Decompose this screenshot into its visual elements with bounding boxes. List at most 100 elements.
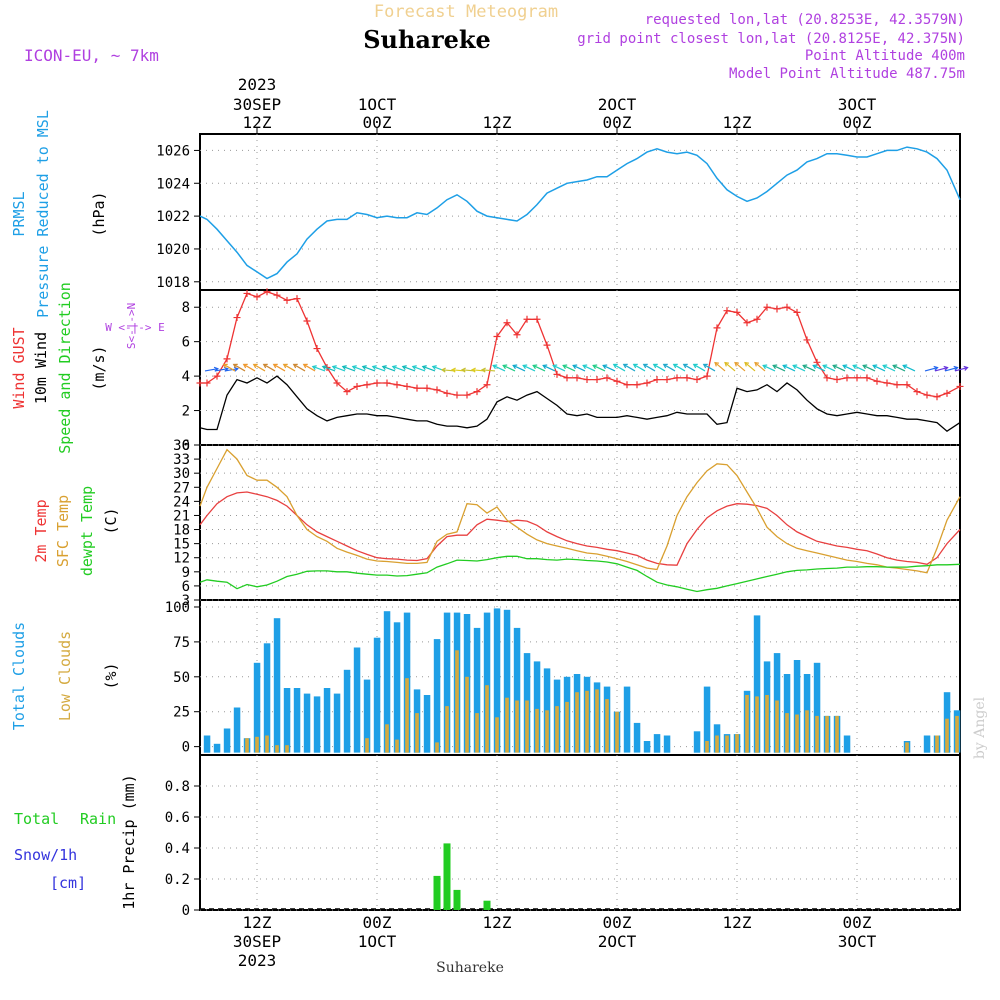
wind-arrow-head <box>902 364 908 370</box>
total-clouds-bar <box>293 688 301 753</box>
wind-arrow-head <box>582 364 588 370</box>
wind-arrow <box>792 364 806 372</box>
total-clouds-bar <box>273 618 281 753</box>
low-clouds-bar <box>435 742 439 753</box>
wind-arrow-head <box>552 364 558 370</box>
wind-arrow-head <box>522 364 528 370</box>
gust-marker <box>513 331 521 339</box>
total-clouds-bar <box>423 695 431 753</box>
wind-arrow-head <box>892 364 898 370</box>
bottom-time-label: 00Z <box>843 913 872 932</box>
y-tick-label: 1022 <box>156 209 190 225</box>
wind-arrow-head <box>562 364 568 370</box>
wind-arrow <box>812 364 826 372</box>
low-clouds-bar <box>815 715 819 753</box>
gust-marker <box>863 374 871 382</box>
wind-arrow <box>734 362 746 372</box>
gust-marker <box>823 374 831 382</box>
bottom-time-label: 00Z <box>363 913 392 932</box>
wind-arrow-head <box>724 361 730 367</box>
low-clouds-bar <box>905 742 909 753</box>
low-clouds-bar <box>795 714 799 753</box>
gust-marker <box>543 341 551 349</box>
gust-label: Wind GUST <box>10 327 28 408</box>
y-tick-label: 6 <box>182 579 190 595</box>
low-clouds-bar <box>735 734 739 753</box>
wind-arrow <box>372 365 386 372</box>
wind-arrow <box>572 364 586 372</box>
total-clouds-bar <box>533 661 541 753</box>
total-clouds-bar <box>263 643 271 753</box>
gust-marker <box>413 384 421 392</box>
top-time-label: 12Z <box>483 113 512 132</box>
low-clouds-bar <box>265 735 269 753</box>
low-clouds-bar <box>565 701 569 753</box>
total-clouds-bar <box>443 612 451 753</box>
wind-arrow-head <box>963 365 969 371</box>
gust-marker <box>603 374 611 382</box>
gust-marker <box>453 391 461 399</box>
gust-marker <box>593 376 601 384</box>
wind-arrow <box>422 365 436 372</box>
wind-arrow <box>542 364 556 372</box>
low-clouds-bar <box>275 745 279 753</box>
gust-marker <box>733 308 741 316</box>
low-clouds-bar <box>545 710 549 753</box>
wind-arrow-head <box>702 363 708 369</box>
low-clouds-bar <box>825 715 829 753</box>
wind-arrow-head <box>460 367 466 373</box>
low-clouds-bar <box>715 735 719 753</box>
precip-unit: 1hr Precip (mm) <box>120 774 138 909</box>
location-title: Suhareke <box>363 25 491 54</box>
total-clouds-bar <box>633 722 641 753</box>
wind-arrow-head <box>882 364 888 370</box>
grid-lines <box>200 134 960 911</box>
gust-marker <box>213 372 221 380</box>
wind-arrow-head <box>381 365 387 370</box>
wind-label: 10m Wind <box>32 332 50 404</box>
gust-marker <box>923 391 931 399</box>
pressure-unit: (hPa) <box>90 191 108 236</box>
gust-marker <box>403 382 411 390</box>
wind-arrow <box>703 363 716 372</box>
wind-arrow <box>902 364 916 372</box>
low-clouds-bar <box>535 708 539 753</box>
wind-arrow <box>782 364 796 372</box>
gust-marker <box>933 393 941 401</box>
gust-marker <box>903 381 911 389</box>
gust-marker <box>563 374 571 382</box>
bottom-time-label: 3OCT <box>838 932 877 951</box>
bottom-time-label: 2023 <box>238 951 277 970</box>
gust-marker <box>613 377 621 385</box>
low-clouds-bar <box>385 724 389 753</box>
low-clouds-bar <box>395 739 399 753</box>
total-clouds-bar <box>643 741 651 753</box>
wind-arrow <box>214 368 228 372</box>
y-tick-label: 0 <box>182 903 190 919</box>
gust-marker <box>663 376 671 384</box>
low-clouds-bar <box>455 650 459 753</box>
gust-marker <box>273 291 281 299</box>
wind-arrow-head <box>470 367 476 373</box>
low-clouds-bar <box>585 690 589 753</box>
wind-arrow <box>332 365 346 372</box>
total-clouds-bar <box>373 637 381 753</box>
gust-marker <box>883 379 891 387</box>
wind-arrow <box>832 364 846 372</box>
y-tick-label: 24 <box>173 494 190 510</box>
panel-frame-5 <box>199 754 961 911</box>
low-clouds-bar <box>465 676 469 753</box>
wind-arrow-head <box>480 367 486 373</box>
low-clouds-bar <box>365 738 369 753</box>
total-clouds-bar <box>343 669 351 753</box>
gust-marker <box>443 389 451 397</box>
wind-arrow <box>522 364 536 372</box>
wind-arrow-head <box>401 365 407 370</box>
gust-marker <box>473 388 481 396</box>
gust-marker <box>243 289 251 297</box>
total-clouds-bar <box>353 647 361 753</box>
model-altitude: Model Point Altitude 487.75m <box>729 66 965 82</box>
y-tick-label: 30 <box>173 466 190 482</box>
wind-arrow-head <box>862 364 868 370</box>
wind-arrow <box>382 365 396 372</box>
